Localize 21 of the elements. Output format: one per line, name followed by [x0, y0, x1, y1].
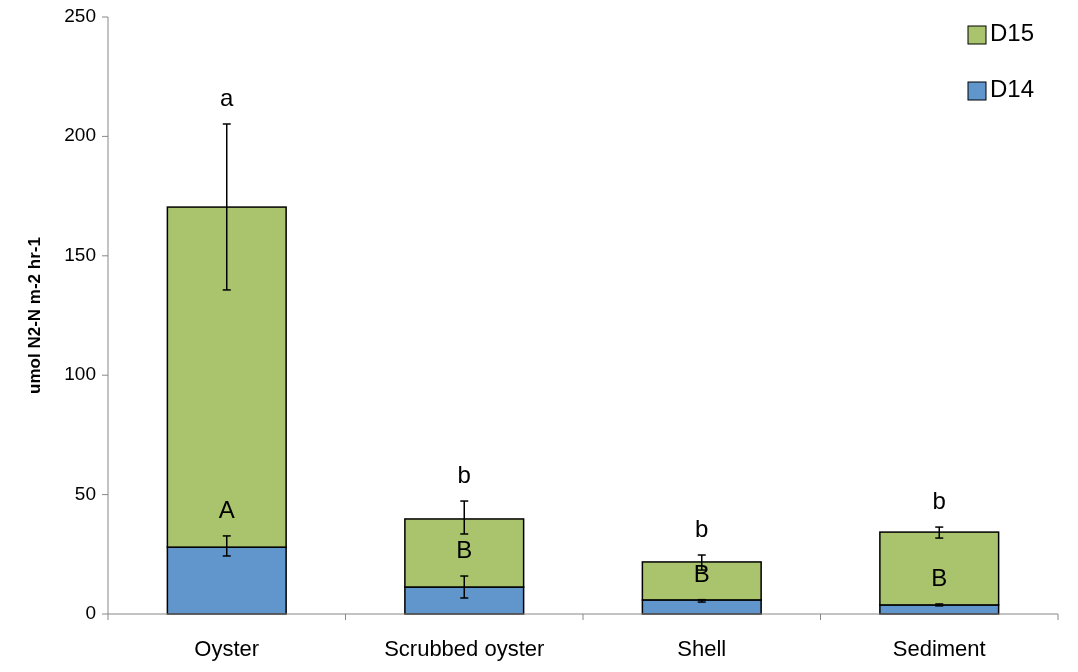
annotation: a: [220, 84, 235, 112]
y-tick-label: 250: [64, 5, 96, 27]
y-tick-label: 200: [64, 124, 96, 146]
legend-label: D15: [990, 19, 1035, 47]
x-tick-label: Scrubbed oyster: [384, 636, 545, 661]
annotation: A: [218, 496, 235, 524]
annotation: B: [693, 560, 710, 588]
annotation: b: [932, 487, 946, 515]
annotation: B: [456, 536, 473, 564]
y-axis-title: umol N2-N m-2 hr-1: [25, 237, 44, 394]
y-tick-label: 100: [64, 363, 96, 385]
legend-label: D14: [990, 75, 1035, 103]
y-tick-label: 0: [85, 602, 96, 624]
x-tick-label: Sediment: [892, 636, 986, 661]
annotation: b: [695, 515, 709, 543]
y-tick-label: 50: [74, 482, 96, 504]
annotation: b: [457, 461, 471, 489]
x-tick-label: Shell: [677, 636, 727, 661]
y-tick-label: 150: [64, 243, 96, 265]
annotation: B: [931, 564, 948, 592]
x-tick-label: Oyster: [194, 636, 260, 661]
